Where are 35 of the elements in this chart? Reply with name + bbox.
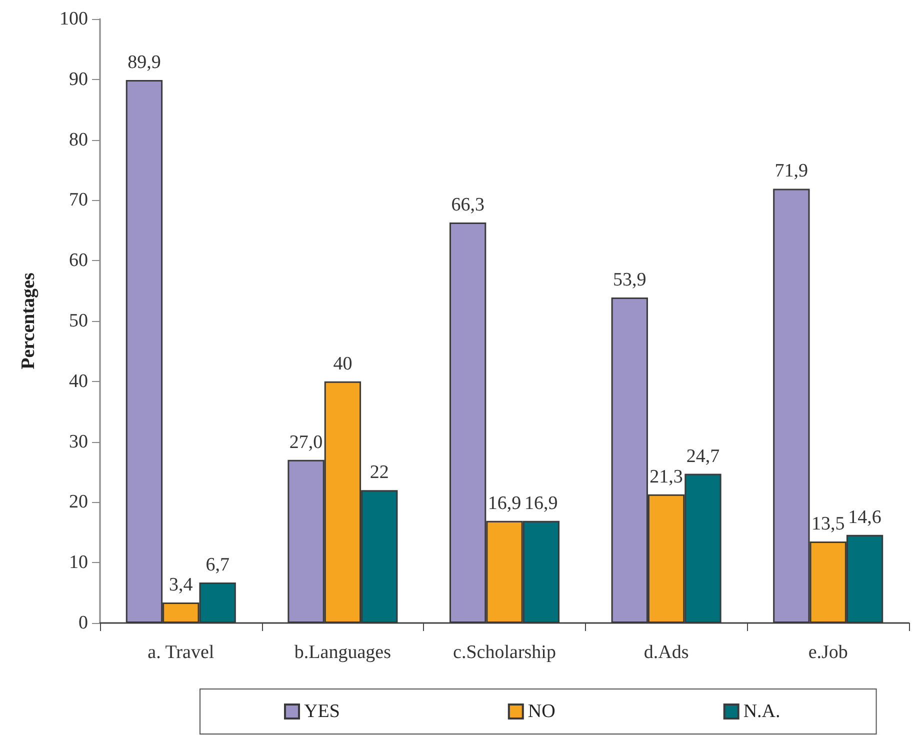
y-tick-label: 50 bbox=[69, 310, 88, 332]
y-tick-label: 60 bbox=[69, 250, 88, 272]
legend-label: N.A. bbox=[743, 701, 780, 722]
data-label: 66,3 bbox=[451, 194, 484, 216]
x-tick-label: a. Travel bbox=[148, 642, 214, 663]
data-label: 89,9 bbox=[128, 52, 161, 74]
y-tick-label: 100 bbox=[60, 8, 88, 30]
data-label: 21,3 bbox=[650, 466, 683, 488]
legend-label: YES bbox=[304, 701, 340, 722]
y-tick-label: 20 bbox=[69, 492, 88, 513]
x-tick-label: b.Languages bbox=[294, 642, 391, 663]
data-label: 13,5 bbox=[811, 513, 845, 534]
y-tick-label: 30 bbox=[69, 431, 88, 452]
y-tick-label: 10 bbox=[69, 552, 88, 574]
data-label: 40 bbox=[333, 353, 352, 374]
data-label: 22 bbox=[370, 462, 389, 484]
x-tick-label: d.Ads bbox=[644, 642, 689, 663]
data-label: 24,7 bbox=[686, 446, 720, 467]
legend-label: NO bbox=[528, 701, 556, 722]
data-label: 27,0 bbox=[289, 432, 323, 453]
data-label: 71,9 bbox=[774, 160, 808, 182]
y-tick-label: 0 bbox=[78, 612, 88, 634]
data-label: 16,9 bbox=[524, 492, 558, 514]
x-tick-label: e.Job bbox=[808, 642, 848, 663]
y-tick-label: 40 bbox=[69, 370, 88, 392]
data-label: 14,6 bbox=[848, 506, 882, 528]
data-label: 53,9 bbox=[613, 269, 646, 290]
y-tick-label: 70 bbox=[69, 190, 88, 211]
data-label: 3,4 bbox=[169, 574, 194, 596]
y-tick-label: 80 bbox=[69, 129, 88, 150]
data-label: 6,7 bbox=[206, 554, 230, 576]
data-label: 16,9 bbox=[488, 492, 522, 514]
y-axis-title: Percentages bbox=[18, 272, 39, 370]
y-tick-label: 90 bbox=[69, 68, 88, 90]
x-tick-label: c.Scholarship bbox=[453, 642, 556, 663]
